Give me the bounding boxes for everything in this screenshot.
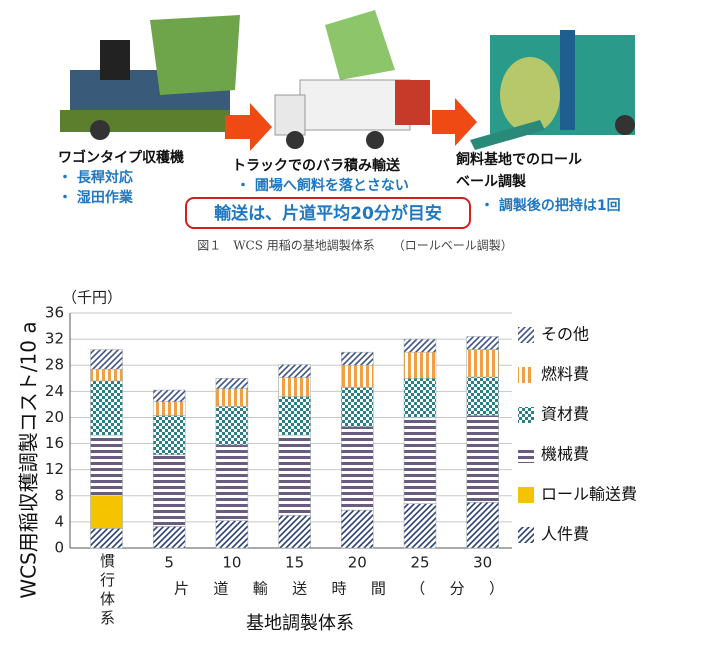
- y-tick-label: 28: [45, 356, 64, 374]
- panel-title: ワゴンタイプ収穫機: [58, 149, 184, 166]
- bar-segment: [403, 338, 437, 353]
- legend-swatch: [518, 527, 534, 543]
- arrow: [432, 98, 477, 146]
- bar-segment: [152, 415, 186, 455]
- x-tick-label: 10: [222, 554, 241, 572]
- bar-segment: [403, 503, 437, 549]
- arrow: [225, 103, 272, 151]
- y-tick-label: 0: [54, 539, 64, 557]
- bar-segment: [341, 387, 374, 427]
- legend-label: その他: [541, 325, 589, 344]
- bar-segment: [215, 378, 249, 389]
- bar-segment: [215, 444, 249, 521]
- x-tick-label: 15: [285, 554, 304, 572]
- bar-segment: [90, 349, 123, 370]
- harvester-photo: [60, 15, 240, 140]
- legend-label: ロール輸送費: [541, 485, 637, 504]
- y-tick-label: 8: [54, 486, 64, 504]
- bar-segment: [90, 380, 123, 436]
- truck-photo: [274, 10, 430, 149]
- y-tick-label: 4: [54, 512, 64, 530]
- bar-segment: [466, 376, 499, 416]
- bar-segment: [278, 377, 311, 397]
- panel-title: 飼料基地でのロール: [455, 151, 582, 168]
- bar-segment: [90, 495, 123, 529]
- panel-bullet: ・ 圃場へ飼料を落とさない: [236, 177, 409, 194]
- legend-swatch: [518, 487, 534, 503]
- bar-segment: [152, 401, 186, 416]
- x-sublabel: 片道輸送時間（分）: [174, 580, 504, 598]
- bar-segment: [278, 396, 311, 436]
- panel-title: ベール調製: [456, 173, 526, 190]
- note: 輸送は、片道平均20分が目安: [214, 203, 442, 224]
- bar-segment: [341, 351, 374, 366]
- note-box: [185, 197, 471, 229]
- bar-segment: [278, 364, 311, 378]
- bar-segment: [278, 434, 311, 516]
- baler-photo: [470, 30, 635, 150]
- panel-bullet: ・ 調製後の把持は1回: [480, 197, 621, 214]
- y-unit: （千円）: [62, 289, 122, 307]
- bar-segment: [466, 349, 499, 378]
- bar-segment: [466, 336, 499, 350]
- y-tick-label: 32: [45, 330, 64, 348]
- legend-label: 機械費: [541, 445, 589, 464]
- y-tick-label: 20: [45, 408, 64, 426]
- y-tick-label: 36: [45, 304, 64, 322]
- bar-segment: [341, 509, 374, 549]
- bar-segment: [466, 415, 499, 503]
- bar-segment: [403, 378, 437, 418]
- bar-segment: [90, 528, 123, 549]
- bar-segment: [152, 389, 186, 403]
- bar-segment: [90, 434, 123, 497]
- caption: 図１ WCS 用稲の基地調製体系 （ロールベール調製）: [197, 239, 513, 253]
- legend-label: 人件費: [541, 525, 589, 544]
- panel-bullet: ・ 長稈対応: [58, 169, 133, 186]
- legend-label: 資材費: [541, 405, 589, 424]
- x-axis-label: 基地調製体系: [246, 613, 354, 634]
- x-tick-label: 30: [473, 554, 492, 572]
- bar-segment: [215, 406, 249, 446]
- legend-swatch: [518, 367, 534, 383]
- legend-swatch: [518, 447, 534, 463]
- bar-segment: [215, 388, 249, 407]
- bar-segment: [152, 526, 186, 549]
- legend-swatch: [518, 327, 534, 343]
- bar-segment: [403, 417, 437, 504]
- legend-swatch: [518, 407, 534, 423]
- y-axis-label: WCS用稲収穫調製コスト/10 a: [17, 321, 41, 598]
- legend-label: 燃料費: [541, 365, 589, 384]
- bar-segment: [341, 426, 374, 511]
- y-tick-label: 16: [45, 434, 64, 452]
- bar-segment: [341, 364, 374, 388]
- bar-segment: [466, 502, 499, 549]
- x-tick-label: 慣行体系: [98, 552, 116, 629]
- x-tick-label: 5: [164, 554, 174, 572]
- y-tick-label: 12: [45, 460, 64, 478]
- bar-segment: [90, 368, 123, 382]
- x-tick-label: 20: [348, 554, 367, 572]
- bar-segment: [278, 515, 311, 549]
- bar-segment: [152, 454, 186, 527]
- panel-bullet: ・ 湿田作業: [58, 189, 134, 206]
- x-tick-label: 25: [410, 554, 429, 572]
- panel-title: トラックでのバラ積み輸送: [232, 157, 401, 174]
- bar-segment: [403, 351, 437, 379]
- y-tick-label: 24: [45, 382, 64, 400]
- bar-segment: [215, 520, 249, 549]
